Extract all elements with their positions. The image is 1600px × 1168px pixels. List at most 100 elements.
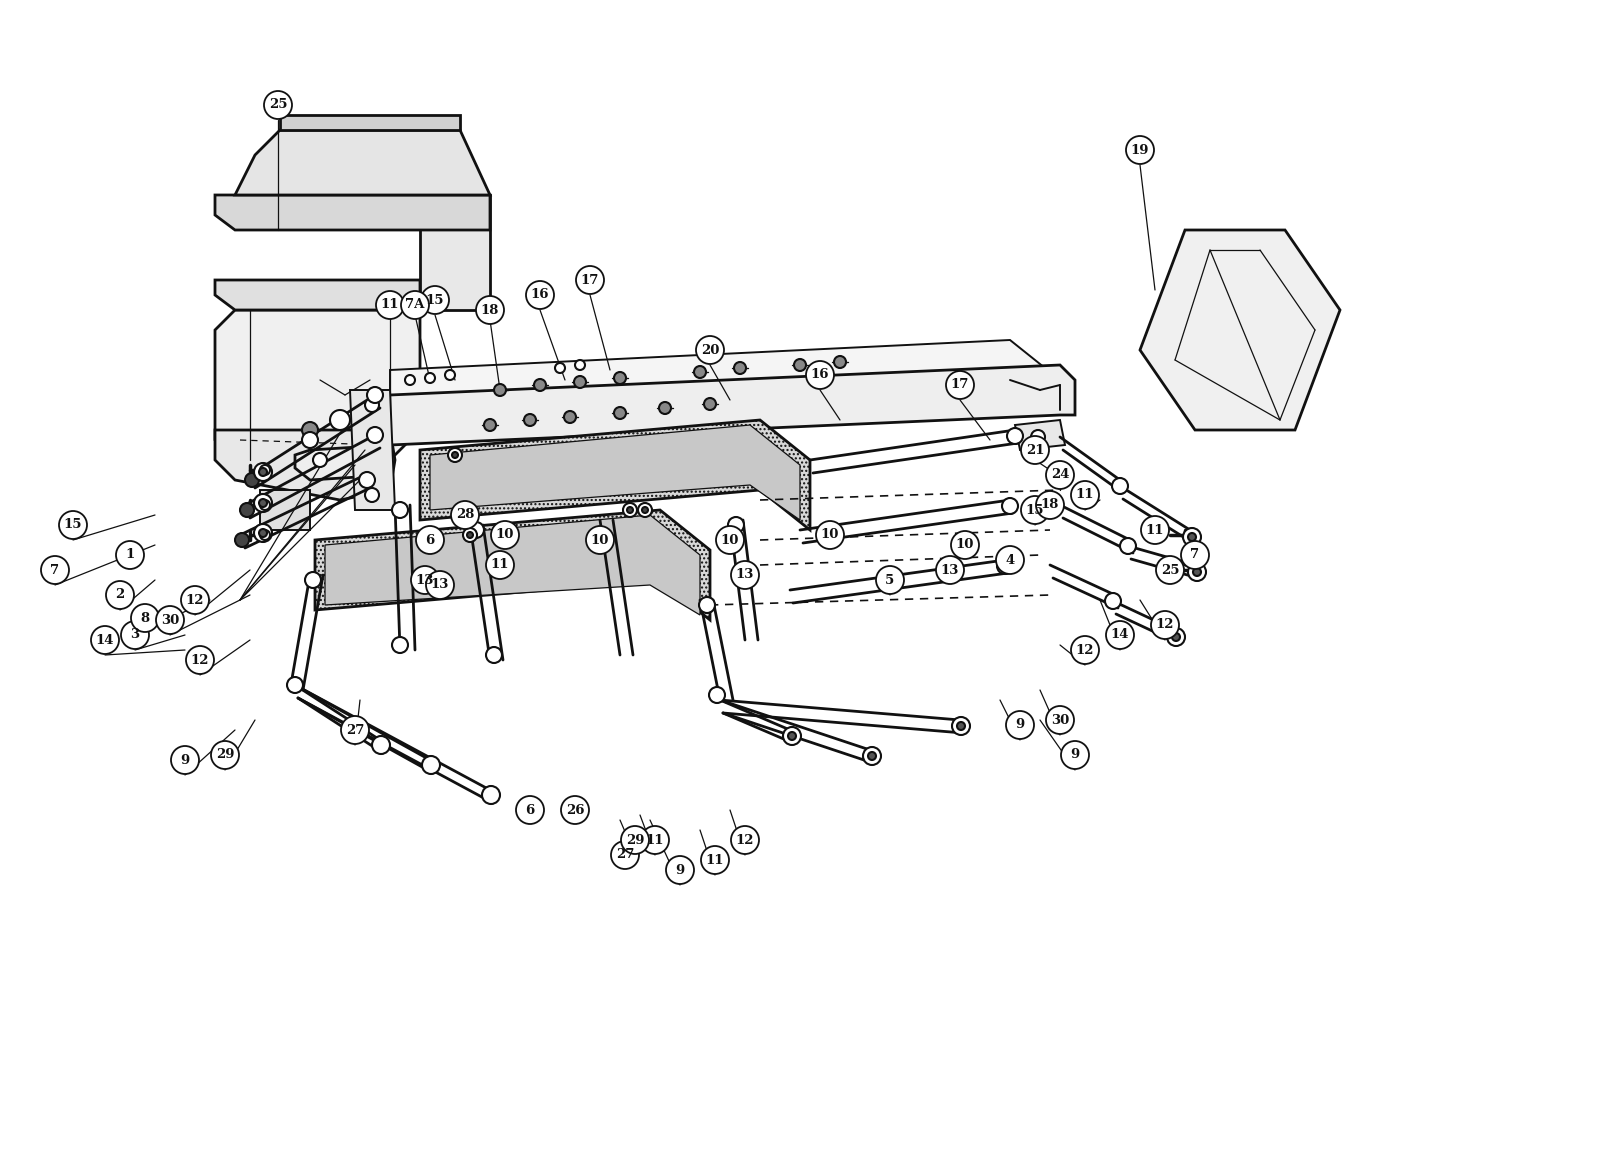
Text: 11: 11 — [491, 558, 509, 571]
Circle shape — [451, 501, 478, 529]
Circle shape — [259, 468, 267, 477]
Circle shape — [995, 545, 1024, 573]
Polygon shape — [374, 364, 1075, 445]
Circle shape — [254, 524, 272, 542]
Circle shape — [366, 387, 382, 403]
Circle shape — [302, 422, 318, 438]
Circle shape — [131, 604, 158, 632]
Circle shape — [477, 296, 504, 324]
Text: 9: 9 — [1070, 749, 1080, 762]
Circle shape — [1106, 621, 1134, 649]
Text: 17: 17 — [950, 378, 970, 391]
Circle shape — [259, 530, 270, 540]
Text: 9: 9 — [675, 863, 685, 876]
Circle shape — [254, 494, 272, 512]
Text: 6: 6 — [525, 804, 534, 816]
Circle shape — [1141, 516, 1170, 544]
Circle shape — [834, 356, 846, 368]
Circle shape — [264, 91, 291, 119]
Text: 10: 10 — [955, 538, 974, 551]
Text: 10: 10 — [590, 534, 610, 547]
Circle shape — [659, 402, 670, 413]
Circle shape — [254, 463, 272, 481]
Circle shape — [576, 266, 605, 294]
Circle shape — [1070, 637, 1099, 663]
Circle shape — [306, 572, 322, 588]
Circle shape — [586, 526, 614, 554]
Text: 11: 11 — [1075, 488, 1094, 501]
Circle shape — [59, 512, 86, 538]
Circle shape — [1046, 705, 1074, 734]
Circle shape — [411, 566, 438, 595]
Circle shape — [426, 373, 435, 383]
Circle shape — [701, 846, 730, 874]
Circle shape — [259, 500, 270, 510]
Text: 13: 13 — [736, 569, 754, 582]
Circle shape — [816, 521, 845, 549]
Circle shape — [462, 528, 477, 542]
Text: 9: 9 — [1016, 718, 1024, 731]
Circle shape — [1126, 135, 1154, 164]
Circle shape — [171, 746, 198, 774]
Circle shape — [525, 413, 536, 426]
Circle shape — [696, 336, 723, 364]
Polygon shape — [235, 130, 490, 195]
Circle shape — [106, 580, 134, 609]
Circle shape — [1187, 563, 1206, 580]
Text: 15: 15 — [1026, 503, 1045, 516]
Text: 14: 14 — [1110, 628, 1130, 641]
Circle shape — [1030, 430, 1045, 444]
Circle shape — [259, 465, 270, 475]
Circle shape — [482, 786, 499, 804]
Circle shape — [91, 626, 118, 654]
Circle shape — [365, 488, 379, 502]
Circle shape — [392, 637, 408, 653]
Circle shape — [448, 449, 462, 463]
Polygon shape — [214, 310, 419, 460]
Text: 6: 6 — [426, 534, 435, 547]
Circle shape — [1194, 568, 1202, 576]
Text: 27: 27 — [616, 848, 634, 862]
Circle shape — [1166, 628, 1186, 646]
Text: 24: 24 — [1051, 468, 1069, 481]
Circle shape — [341, 716, 370, 744]
Circle shape — [782, 726, 802, 745]
Polygon shape — [214, 430, 395, 500]
Text: 25: 25 — [269, 98, 288, 111]
Text: 25: 25 — [1160, 563, 1179, 577]
Text: 4: 4 — [1005, 554, 1014, 566]
Circle shape — [526, 281, 554, 310]
Circle shape — [1006, 711, 1034, 739]
Text: 13: 13 — [416, 573, 434, 586]
Circle shape — [486, 647, 502, 663]
Circle shape — [614, 371, 626, 384]
Circle shape — [330, 410, 350, 430]
Circle shape — [245, 473, 259, 487]
Circle shape — [371, 736, 390, 755]
Circle shape — [806, 361, 834, 389]
Text: 10: 10 — [496, 528, 514, 542]
Circle shape — [642, 507, 648, 513]
Circle shape — [534, 378, 546, 391]
Text: 10: 10 — [821, 528, 838, 542]
Text: 11: 11 — [1146, 523, 1165, 536]
Text: 18: 18 — [1042, 499, 1059, 512]
Circle shape — [1070, 481, 1099, 509]
Circle shape — [952, 717, 970, 735]
Polygon shape — [214, 195, 490, 230]
Circle shape — [421, 286, 450, 314]
Text: 30: 30 — [162, 613, 179, 626]
Text: 1: 1 — [125, 549, 134, 562]
Text: 21: 21 — [1026, 444, 1045, 457]
Circle shape — [555, 363, 565, 373]
Circle shape — [946, 371, 974, 399]
Circle shape — [1187, 533, 1197, 541]
Circle shape — [638, 503, 653, 517]
Circle shape — [1021, 436, 1050, 464]
Text: 30: 30 — [1051, 714, 1069, 726]
Polygon shape — [390, 340, 1059, 415]
Text: 18: 18 — [482, 304, 499, 317]
Circle shape — [862, 748, 882, 765]
Text: 11: 11 — [706, 854, 725, 867]
Circle shape — [1112, 478, 1128, 494]
